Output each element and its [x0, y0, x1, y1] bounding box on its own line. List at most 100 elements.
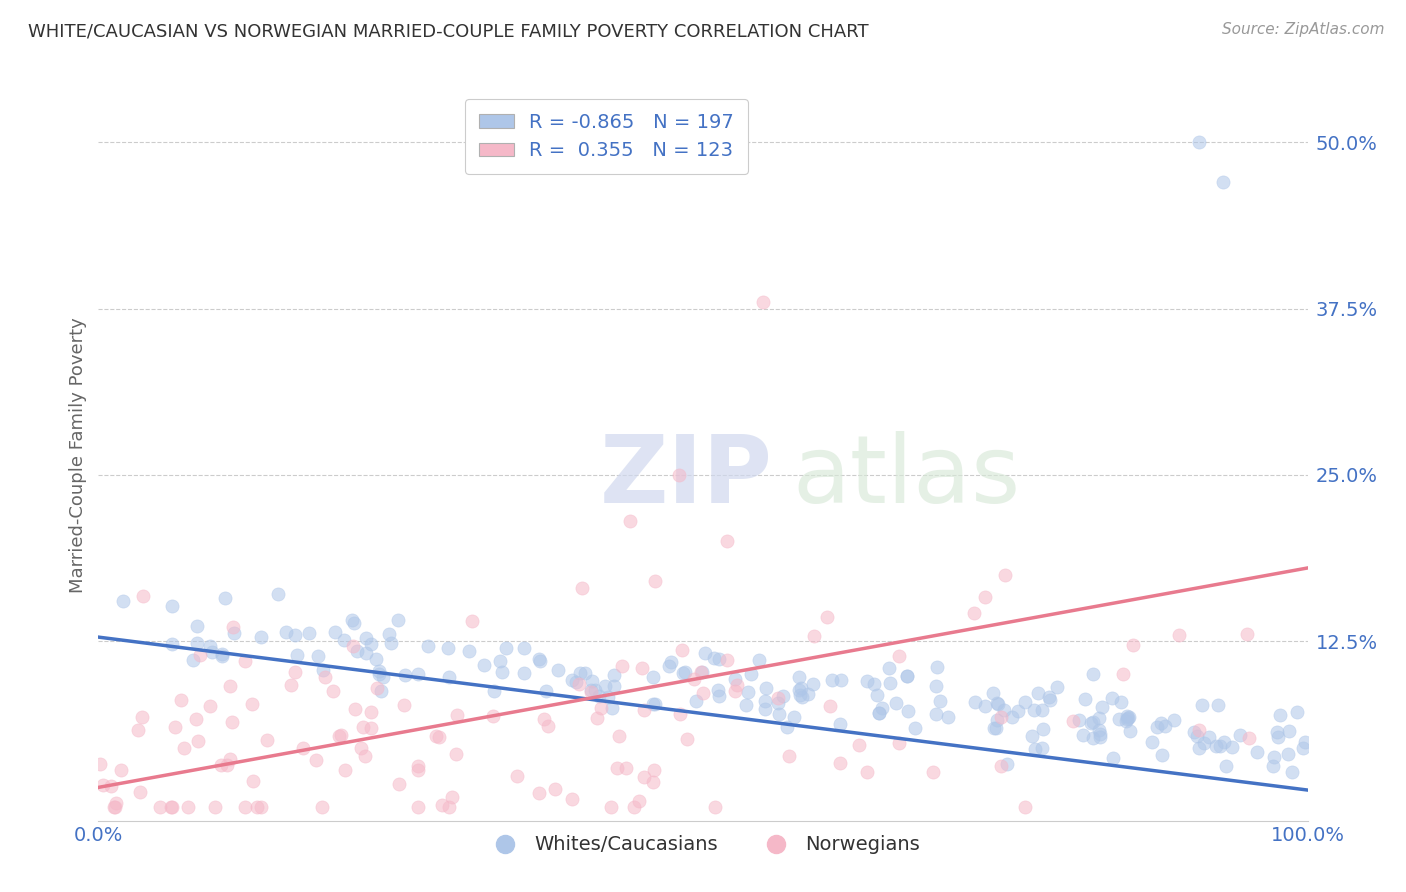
Point	[222, 620, 245, 634]
Point	[748, 653, 770, 667]
Point	[607, 729, 630, 743]
Point	[160, 800, 183, 814]
Point	[330, 728, 353, 742]
Point	[614, 761, 637, 775]
Point	[1246, 746, 1268, 760]
Point	[356, 647, 378, 661]
Point	[1167, 628, 1189, 642]
Point	[981, 686, 1004, 700]
Point	[458, 644, 481, 658]
Point	[673, 665, 696, 679]
Point	[1292, 740, 1315, 755]
Point	[963, 606, 986, 620]
Point	[1263, 749, 1285, 764]
Point	[1031, 703, 1053, 717]
Point	[659, 655, 682, 669]
Point	[896, 669, 918, 683]
Legend: Whites/Caucasians, Norwegians: Whites/Caucasians, Norwegians	[478, 828, 928, 863]
Point	[368, 664, 391, 678]
Point	[360, 721, 382, 735]
Point	[1031, 741, 1053, 756]
Point	[643, 763, 665, 777]
Point	[1014, 800, 1036, 814]
Point	[360, 705, 382, 719]
Point	[987, 698, 1010, 712]
Point	[565, 674, 588, 689]
Point	[346, 644, 368, 658]
Point	[354, 748, 377, 763]
Point	[1236, 627, 1258, 641]
Point	[162, 599, 184, 614]
Text: atlas: atlas	[793, 431, 1021, 523]
Point	[689, 665, 711, 679]
Point	[856, 764, 879, 779]
Point	[619, 515, 641, 529]
Point	[768, 706, 790, 721]
Point	[1118, 709, 1140, 723]
Point	[1081, 731, 1104, 746]
Point	[1212, 175, 1234, 189]
Point	[181, 653, 204, 667]
Point	[444, 747, 467, 761]
Point	[927, 660, 949, 674]
Point	[198, 699, 221, 714]
Point	[218, 679, 240, 693]
Point	[460, 614, 482, 628]
Point	[623, 800, 645, 814]
Point	[568, 677, 591, 691]
Point	[1229, 728, 1251, 742]
Point	[1083, 714, 1105, 729]
Point	[603, 667, 626, 681]
Point	[233, 800, 256, 814]
Point	[276, 624, 298, 639]
Point	[366, 681, 388, 696]
Point	[186, 636, 208, 650]
Point	[110, 763, 132, 777]
Point	[668, 467, 690, 482]
Point	[188, 648, 211, 662]
Point	[973, 590, 995, 604]
Point	[1267, 730, 1289, 744]
Point	[1067, 713, 1090, 727]
Point	[602, 701, 624, 715]
Point	[633, 770, 655, 784]
Point	[387, 613, 409, 627]
Point	[307, 648, 329, 663]
Point	[491, 665, 513, 679]
Point	[495, 640, 517, 655]
Point	[246, 800, 269, 814]
Point	[821, 673, 844, 687]
Point	[1032, 723, 1054, 737]
Point	[585, 683, 607, 698]
Point	[1074, 692, 1097, 706]
Point	[186, 712, 208, 726]
Point	[187, 733, 209, 747]
Point	[740, 666, 762, 681]
Point	[534, 684, 557, 698]
Point	[1119, 723, 1142, 738]
Point	[242, 774, 264, 789]
Point	[489, 654, 512, 668]
Point	[990, 710, 1012, 724]
Point	[789, 682, 811, 697]
Point	[588, 690, 610, 704]
Point	[1116, 711, 1139, 725]
Point	[333, 633, 356, 648]
Point	[284, 665, 307, 680]
Point	[305, 753, 328, 767]
Point	[481, 709, 503, 723]
Point	[173, 741, 195, 756]
Point	[437, 670, 460, 684]
Point	[367, 666, 389, 681]
Point	[1090, 730, 1112, 744]
Point	[406, 763, 429, 777]
Point	[631, 661, 654, 675]
Point	[571, 581, 593, 595]
Point	[1115, 709, 1137, 723]
Point	[280, 678, 302, 692]
Point	[889, 648, 911, 663]
Point	[506, 769, 529, 783]
Point	[1102, 751, 1125, 765]
Point	[990, 759, 1012, 773]
Point	[547, 663, 569, 677]
